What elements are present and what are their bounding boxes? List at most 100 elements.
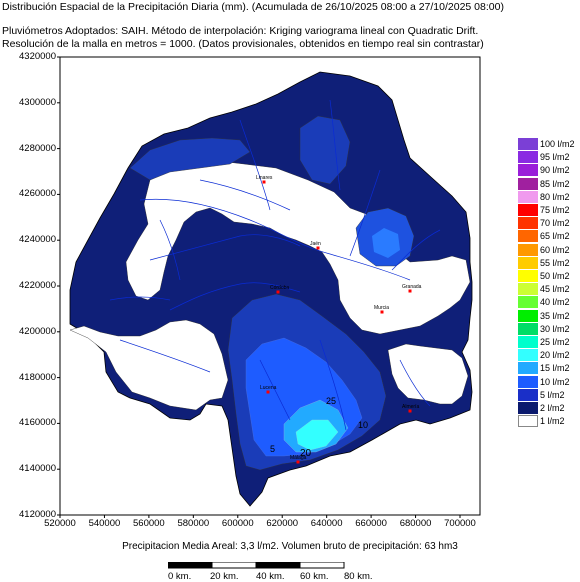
legend-item: 65 l/m2 bbox=[518, 230, 580, 243]
legend-swatch bbox=[518, 243, 538, 256]
legend-swatch bbox=[518, 402, 538, 414]
legend-swatch bbox=[518, 362, 538, 375]
legend-swatch bbox=[518, 388, 538, 401]
place-label: Lucena bbox=[260, 385, 277, 391]
legend-item: 20 l/m2 bbox=[518, 349, 580, 362]
x-tick-label: 700000 bbox=[444, 518, 476, 529]
dry-area-east bbox=[387, 343, 469, 405]
scale-label: 80 km. bbox=[344, 571, 373, 582]
place-label: Granada bbox=[402, 284, 422, 290]
y-tick-label: 4300000 bbox=[19, 96, 56, 108]
legend-label: 45 l/m2 bbox=[540, 284, 570, 295]
legend-swatch bbox=[518, 336, 538, 348]
x-tick-label: 560000 bbox=[133, 518, 165, 529]
place-marker bbox=[266, 390, 270, 394]
legend-item: 75 l/m2 bbox=[518, 204, 580, 216]
y-tick-label: 4200000 bbox=[19, 325, 56, 337]
legend-item: 2 l/m2 bbox=[518, 402, 580, 414]
y-tick-label: 4140000 bbox=[19, 463, 56, 475]
legend-swatch bbox=[518, 375, 538, 388]
legend-label: 50 l/m2 bbox=[540, 271, 570, 281]
legend-label: 35 l/m2 bbox=[540, 310, 570, 321]
resolution-line: Resolución de la malla en metros = 1000.… bbox=[2, 38, 484, 50]
footer-summary: Precipitacion Media Areal: 3,3 l/m2. Vol… bbox=[122, 541, 458, 552]
y-tick-label: 4120000 bbox=[19, 509, 56, 520]
legend-item: 50 l/m2 bbox=[518, 270, 580, 282]
x-tick-label: 680000 bbox=[399, 518, 432, 529]
y-tick-label: 4240000 bbox=[19, 234, 56, 246]
legend-item: 25 l/m2 bbox=[518, 336, 580, 348]
legend-swatch bbox=[518, 164, 538, 177]
y-tick-label: 4220000 bbox=[19, 280, 56, 291]
x-tick-label: 660000 bbox=[355, 518, 387, 529]
y-tick-label: 4180000 bbox=[19, 371, 56, 383]
rain-zone-northwest bbox=[129, 137, 251, 181]
x-tick-label: 640000 bbox=[310, 518, 343, 529]
legend-item: 80 l/m2 bbox=[518, 190, 580, 203]
river-network bbox=[109, 99, 441, 431]
legend-swatch bbox=[518, 177, 538, 190]
place-marker bbox=[316, 246, 320, 250]
legend-label: 80 l/m2 bbox=[540, 191, 570, 202]
legend-label: 55 l/m2 bbox=[540, 257, 570, 268]
legend-label: 70 l/m2 bbox=[540, 218, 570, 229]
legend-swatch bbox=[518, 151, 538, 164]
place-marker bbox=[408, 409, 412, 413]
legend-item: 55 l/m2 bbox=[518, 256, 580, 269]
legend-label: 5 l/m2 bbox=[540, 389, 565, 400]
x-tick-label: 620000 bbox=[266, 518, 299, 529]
legend-swatch bbox=[518, 296, 538, 309]
legend-swatch bbox=[518, 204, 538, 216]
scale-label: 20 km. bbox=[210, 571, 239, 582]
place-label: Málaga bbox=[290, 455, 307, 461]
place-marker bbox=[380, 310, 384, 314]
place-markers: Córdoba Jaén Granada Murcia Lucena Málaga Alme… bbox=[256, 175, 422, 464]
place-marker bbox=[262, 180, 266, 184]
axis-ticks bbox=[57, 56, 461, 518]
map-title: Distribución Espacial de la Precipitació… bbox=[2, 1, 504, 13]
legend-label: 30 l/m2 bbox=[540, 323, 570, 334]
place-label: Jaén bbox=[310, 241, 321, 247]
legend-label: 25 l/m2 bbox=[540, 337, 570, 347]
place-label: Córdoba bbox=[270, 285, 289, 291]
legend-item: 85 l/m2 bbox=[518, 177, 580, 190]
legend-label: 40 l/m2 bbox=[540, 297, 570, 308]
legend-swatch bbox=[518, 415, 538, 428]
y-tick-label: 4320000 bbox=[19, 51, 56, 62]
legend-swatch bbox=[518, 190, 538, 203]
legend-swatch bbox=[518, 256, 538, 269]
scale-label: 40 km. bbox=[256, 571, 285, 582]
legend-swatch bbox=[518, 217, 538, 230]
contour-label-20: 20 bbox=[300, 448, 312, 459]
place-label: Almería bbox=[402, 404, 419, 410]
legend-swatch bbox=[518, 270, 538, 282]
legend-label: 15 l/m2 bbox=[540, 363, 570, 374]
y-tick-label: 4260000 bbox=[19, 188, 56, 200]
y-tick-label: 4160000 bbox=[19, 417, 56, 429]
place-marker bbox=[408, 289, 412, 293]
legend-item: 15 l/m2 bbox=[518, 362, 580, 375]
legend-item: 70 l/m2 bbox=[518, 217, 580, 230]
legend-swatch bbox=[518, 322, 538, 335]
x-tick-label: 600000 bbox=[221, 518, 254, 529]
legend-swatch bbox=[518, 309, 538, 322]
legend-label: 20 l/m2 bbox=[540, 350, 570, 361]
legend-label: 85 l/m2 bbox=[540, 178, 570, 189]
legend-item: 5 l/m2 bbox=[518, 388, 580, 401]
scale-label: 0 km. bbox=[168, 571, 192, 582]
scale-label: 60 km. bbox=[300, 571, 329, 582]
x-tick-label: 520000 bbox=[44, 518, 76, 529]
x-tick-label: 580000 bbox=[177, 518, 210, 529]
legend-label: 75 l/m2 bbox=[540, 205, 570, 215]
legend-item: 40 l/m2 bbox=[518, 296, 580, 309]
contour-label-5: 5 bbox=[270, 444, 275, 454]
contour-label-10: 10 bbox=[358, 420, 368, 430]
legend-label: 100 l/m2 bbox=[540, 139, 575, 149]
legend-swatch bbox=[518, 230, 538, 243]
legend-label: 10 l/m2 bbox=[540, 376, 570, 387]
method-line: Pluviómetros Adoptados: SAIH. Método de … bbox=[2, 25, 479, 37]
legend-label: 65 l/m2 bbox=[540, 231, 570, 242]
legend-item: 45 l/m2 bbox=[518, 283, 580, 296]
x-tick-label: 540000 bbox=[88, 518, 121, 529]
legend-item: 100 l/m2 bbox=[518, 138, 580, 150]
